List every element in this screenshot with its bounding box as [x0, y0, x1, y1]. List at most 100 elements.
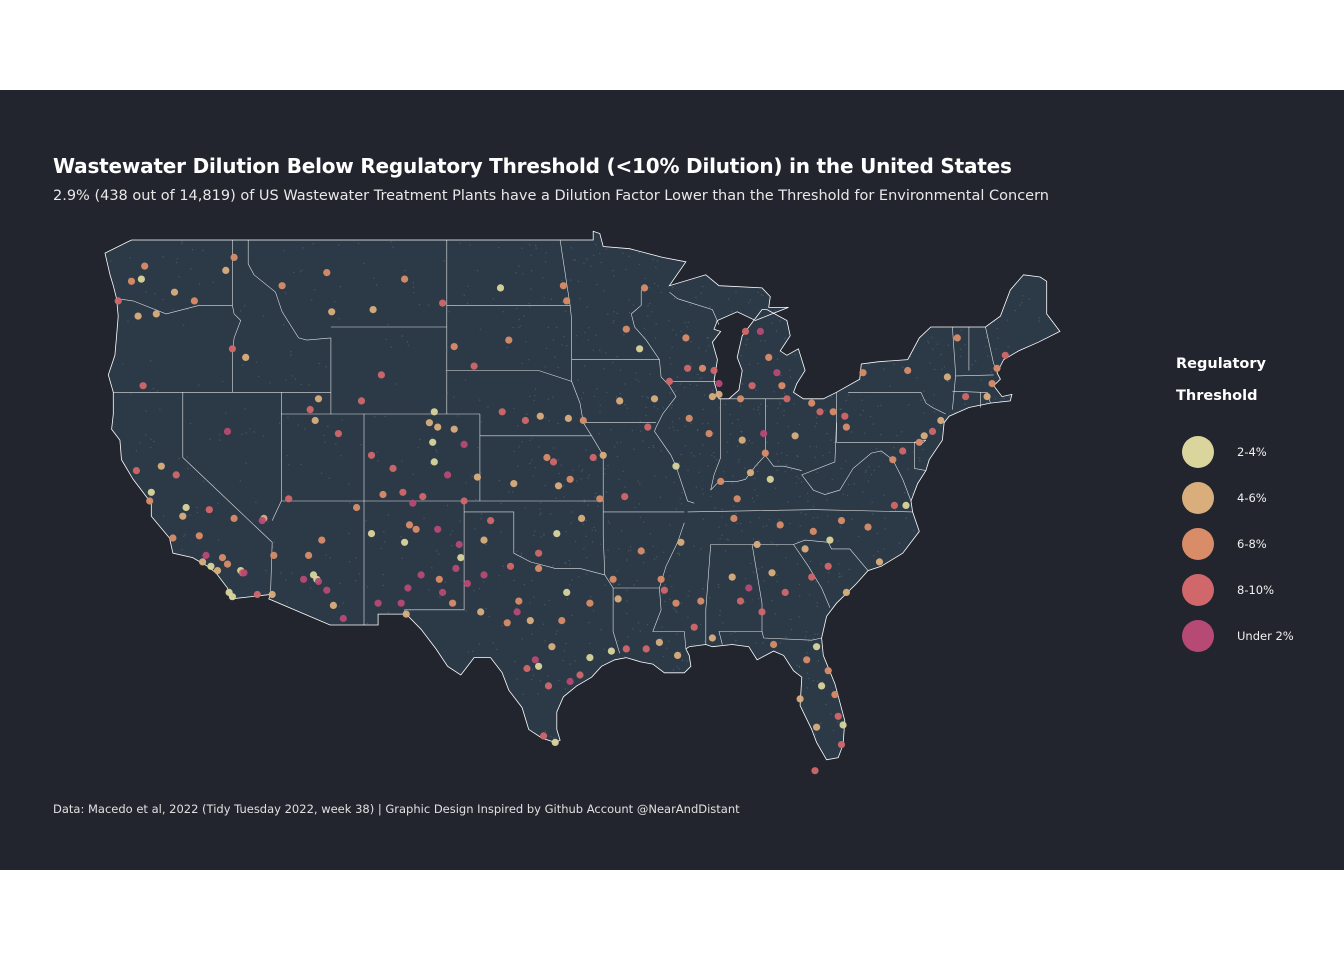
- plant-texture-dot: [810, 262, 812, 265]
- plant-texture-dot: [578, 576, 580, 578]
- plant-texture-dot: [570, 511, 573, 513]
- plant-texture-dot: [863, 432, 866, 434]
- plant-texture-dot: [644, 676, 647, 678]
- treatment-plant-point: [553, 530, 561, 538]
- plant-texture-dot: [187, 467, 189, 470]
- plant-texture-dot: [974, 573, 976, 575]
- plant-texture-dot: [532, 674, 535, 676]
- plant-texture-dot: [833, 441, 835, 444]
- plant-texture-dot: [613, 275, 615, 277]
- plant-texture-dot: [1047, 456, 1050, 459]
- plant-texture-dot: [881, 701, 883, 703]
- plant-texture-dot: [1007, 319, 1009, 321]
- treatment-plant-point: [480, 571, 488, 579]
- plant-texture-dot: [702, 518, 705, 520]
- plant-texture-dot: [323, 434, 325, 437]
- treatment-plant-point: [405, 521, 414, 529]
- plant-texture-dot: [241, 364, 244, 366]
- plant-texture-dot: [917, 536, 920, 538]
- plant-texture-dot: [791, 317, 793, 320]
- plant-texture-dot: [969, 494, 971, 497]
- plant-texture-dot: [547, 675, 549, 677]
- plant-texture-dot: [663, 551, 665, 553]
- plant-texture-dot: [1016, 274, 1019, 276]
- plant-texture-dot: [145, 291, 147, 293]
- plant-texture-dot: [427, 304, 430, 306]
- plant-texture-dot: [731, 311, 734, 313]
- plant-texture-dot: [744, 681, 747, 684]
- state-border: [892, 459, 912, 502]
- plant-texture-dot: [544, 484, 546, 487]
- plant-texture-dot: [278, 422, 281, 424]
- plant-texture-dot: [564, 561, 566, 564]
- plant-texture-dot: [470, 748, 472, 750]
- plant-texture-dot: [943, 444, 945, 446]
- treatment-plant-point: [745, 584, 753, 592]
- plant-texture-dot: [940, 353, 942, 356]
- plant-texture-dot: [645, 414, 647, 417]
- plant-texture-dot: [825, 622, 828, 624]
- plant-texture-dot: [1015, 362, 1018, 364]
- plant-texture-dot: [842, 493, 844, 495]
- state-border: [116, 298, 233, 315]
- plant-texture-dot: [908, 404, 910, 406]
- plant-texture-dot: [910, 689, 912, 692]
- plant-texture-dot: [622, 470, 624, 472]
- plant-texture-dot: [776, 257, 778, 259]
- plant-texture-dot: [534, 388, 537, 390]
- plant-texture-dot: [984, 761, 985, 762]
- plant-texture-dot: [922, 448, 924, 451]
- plant-texture-dot: [722, 471, 725, 473]
- plant-texture-dot: [552, 396, 554, 398]
- plant-texture-dot: [552, 339, 555, 341]
- plant-texture-dot: [959, 355, 962, 358]
- plant-texture-dot: [847, 607, 850, 610]
- plant-texture-dot: [995, 348, 997, 350]
- plant-texture-dot: [373, 277, 375, 279]
- plant-texture-dot: [1007, 509, 1009, 512]
- plant-texture-dot: [244, 408, 246, 410]
- plant-texture-dot: [521, 362, 523, 365]
- treatment-plant-point: [758, 608, 766, 616]
- plant-texture-dot: [929, 565, 932, 568]
- plant-texture-dot: [865, 597, 867, 600]
- plant-texture-dot: [652, 444, 654, 447]
- treatment-plant-point: [741, 327, 750, 335]
- plant-texture-dot: [602, 728, 604, 730]
- plant-texture-dot: [855, 677, 857, 680]
- plant-texture-dot: [583, 501, 586, 503]
- plant-texture-dot: [758, 678, 760, 680]
- plant-texture-dot: [926, 262, 928, 264]
- plant-texture-dot: [850, 738, 853, 741]
- plant-texture-dot: [586, 258, 588, 260]
- plant-texture-dot: [670, 363, 672, 365]
- treatment-plant-point: [801, 545, 809, 553]
- plant-texture-dot: [718, 407, 721, 409]
- plant-texture-dot: [544, 366, 547, 368]
- plant-texture-dot: [877, 405, 879, 407]
- plant-texture-dot: [642, 757, 644, 760]
- plant-texture-dot: [801, 246, 803, 249]
- plant-texture-dot: [603, 368, 605, 370]
- plant-texture-dot: [1005, 520, 1007, 523]
- plant-texture-dot: [935, 262, 937, 264]
- plant-texture-dot: [669, 524, 671, 526]
- plant-texture-dot: [847, 760, 848, 761]
- plant-texture-dot: [545, 252, 547, 254]
- plant-texture-dot: [916, 377, 918, 379]
- plant-texture-dot: [787, 501, 789, 503]
- plant-texture-dot: [857, 510, 859, 512]
- plant-texture-dot: [676, 633, 678, 635]
- plant-texture-dot: [583, 500, 585, 502]
- plant-texture-dot: [898, 542, 901, 544]
- plant-texture-dot: [955, 600, 957, 602]
- plant-texture-dot: [839, 271, 842, 274]
- plant-texture-dot: [847, 713, 849, 715]
- treatment-plant-point: [223, 427, 232, 435]
- plant-texture-dot: [665, 565, 668, 567]
- plant-texture-dot: [814, 733, 817, 736]
- treatment-plant-point: [783, 395, 791, 403]
- plant-texture-dot: [732, 329, 734, 331]
- plant-texture-dot: [612, 583, 615, 585]
- plant-texture-dot: [745, 344, 747, 346]
